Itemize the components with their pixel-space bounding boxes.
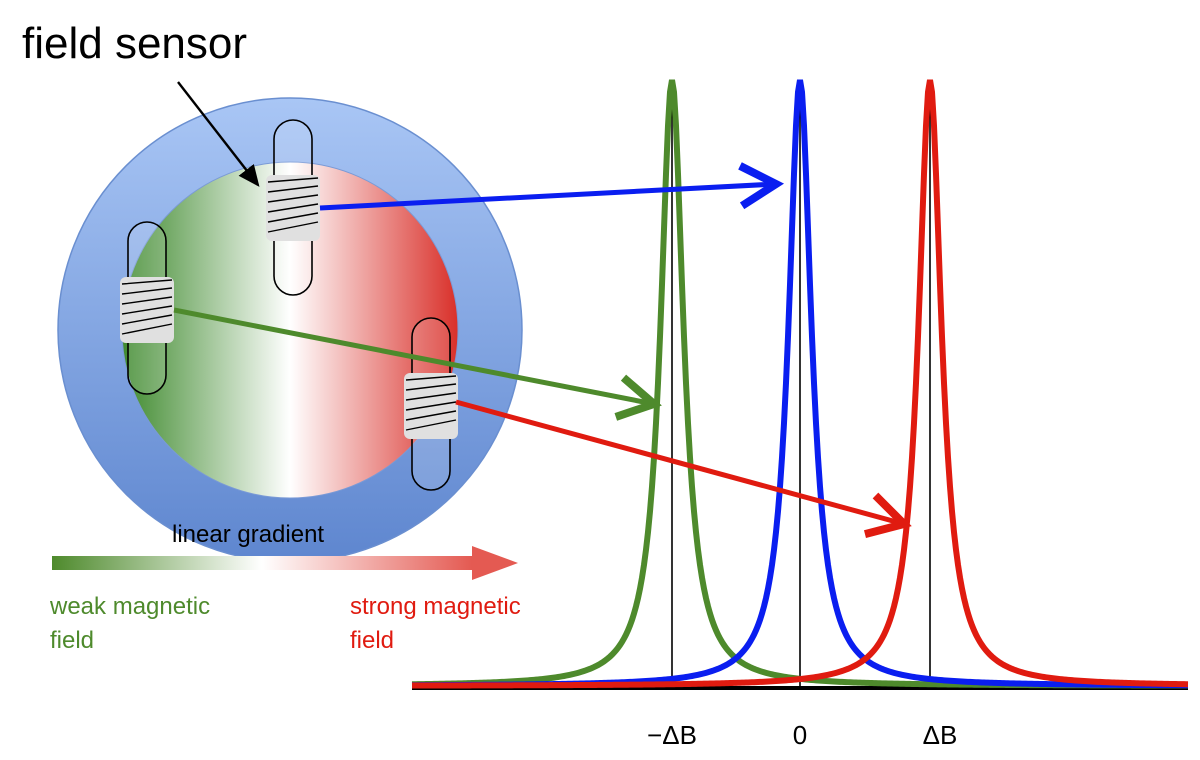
strong-field-peak (411, 79, 1189, 689)
blue-mapping-arrow (319, 162, 785, 211)
sensor-top (266, 119, 320, 296)
red-mapping-arrow (455, 399, 912, 538)
title-text: field sensor (22, 19, 247, 68)
strong-field-label-line1: strong magnetic (350, 593, 521, 620)
sensor-right (404, 317, 458, 491)
title-pointer-arrow (177, 81, 260, 187)
tick-label-zero: 0 (793, 720, 807, 750)
sensor-left (120, 221, 174, 395)
tick-label-minus-delta-b: −ΔB (647, 720, 697, 750)
gradient-bar (52, 546, 518, 580)
strong-field-label-line2: field (350, 627, 394, 654)
green-mapping-arrow (173, 307, 662, 421)
weak-field-label-line1: weak magnetic (49, 593, 210, 620)
gradient-label: linear gradient (172, 521, 324, 548)
tick-label-delta-b: ΔB (923, 720, 958, 750)
weak-field-label-line2: field (50, 627, 94, 654)
